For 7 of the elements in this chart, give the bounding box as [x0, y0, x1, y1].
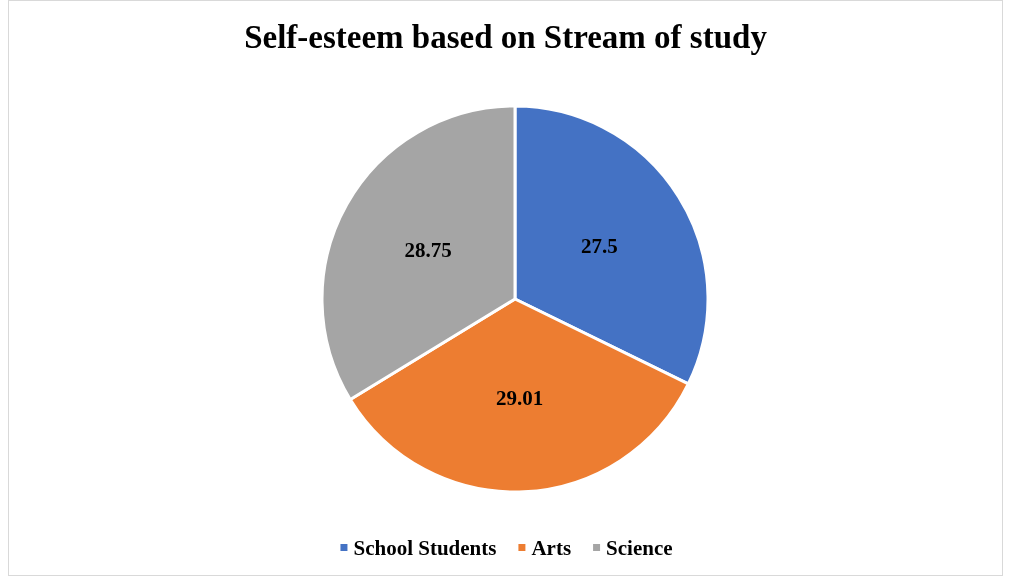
legend-label: School Students: [353, 535, 497, 560]
data-label: 28.75: [404, 238, 452, 263]
data-label: 29.01: [495, 386, 544, 411]
legend-label: Science: [606, 535, 673, 560]
data-label: 27.5: [581, 234, 618, 259]
chart-title: Self-esteem based on Stream of study: [244, 18, 768, 55]
legend-label: Arts: [531, 535, 572, 560]
